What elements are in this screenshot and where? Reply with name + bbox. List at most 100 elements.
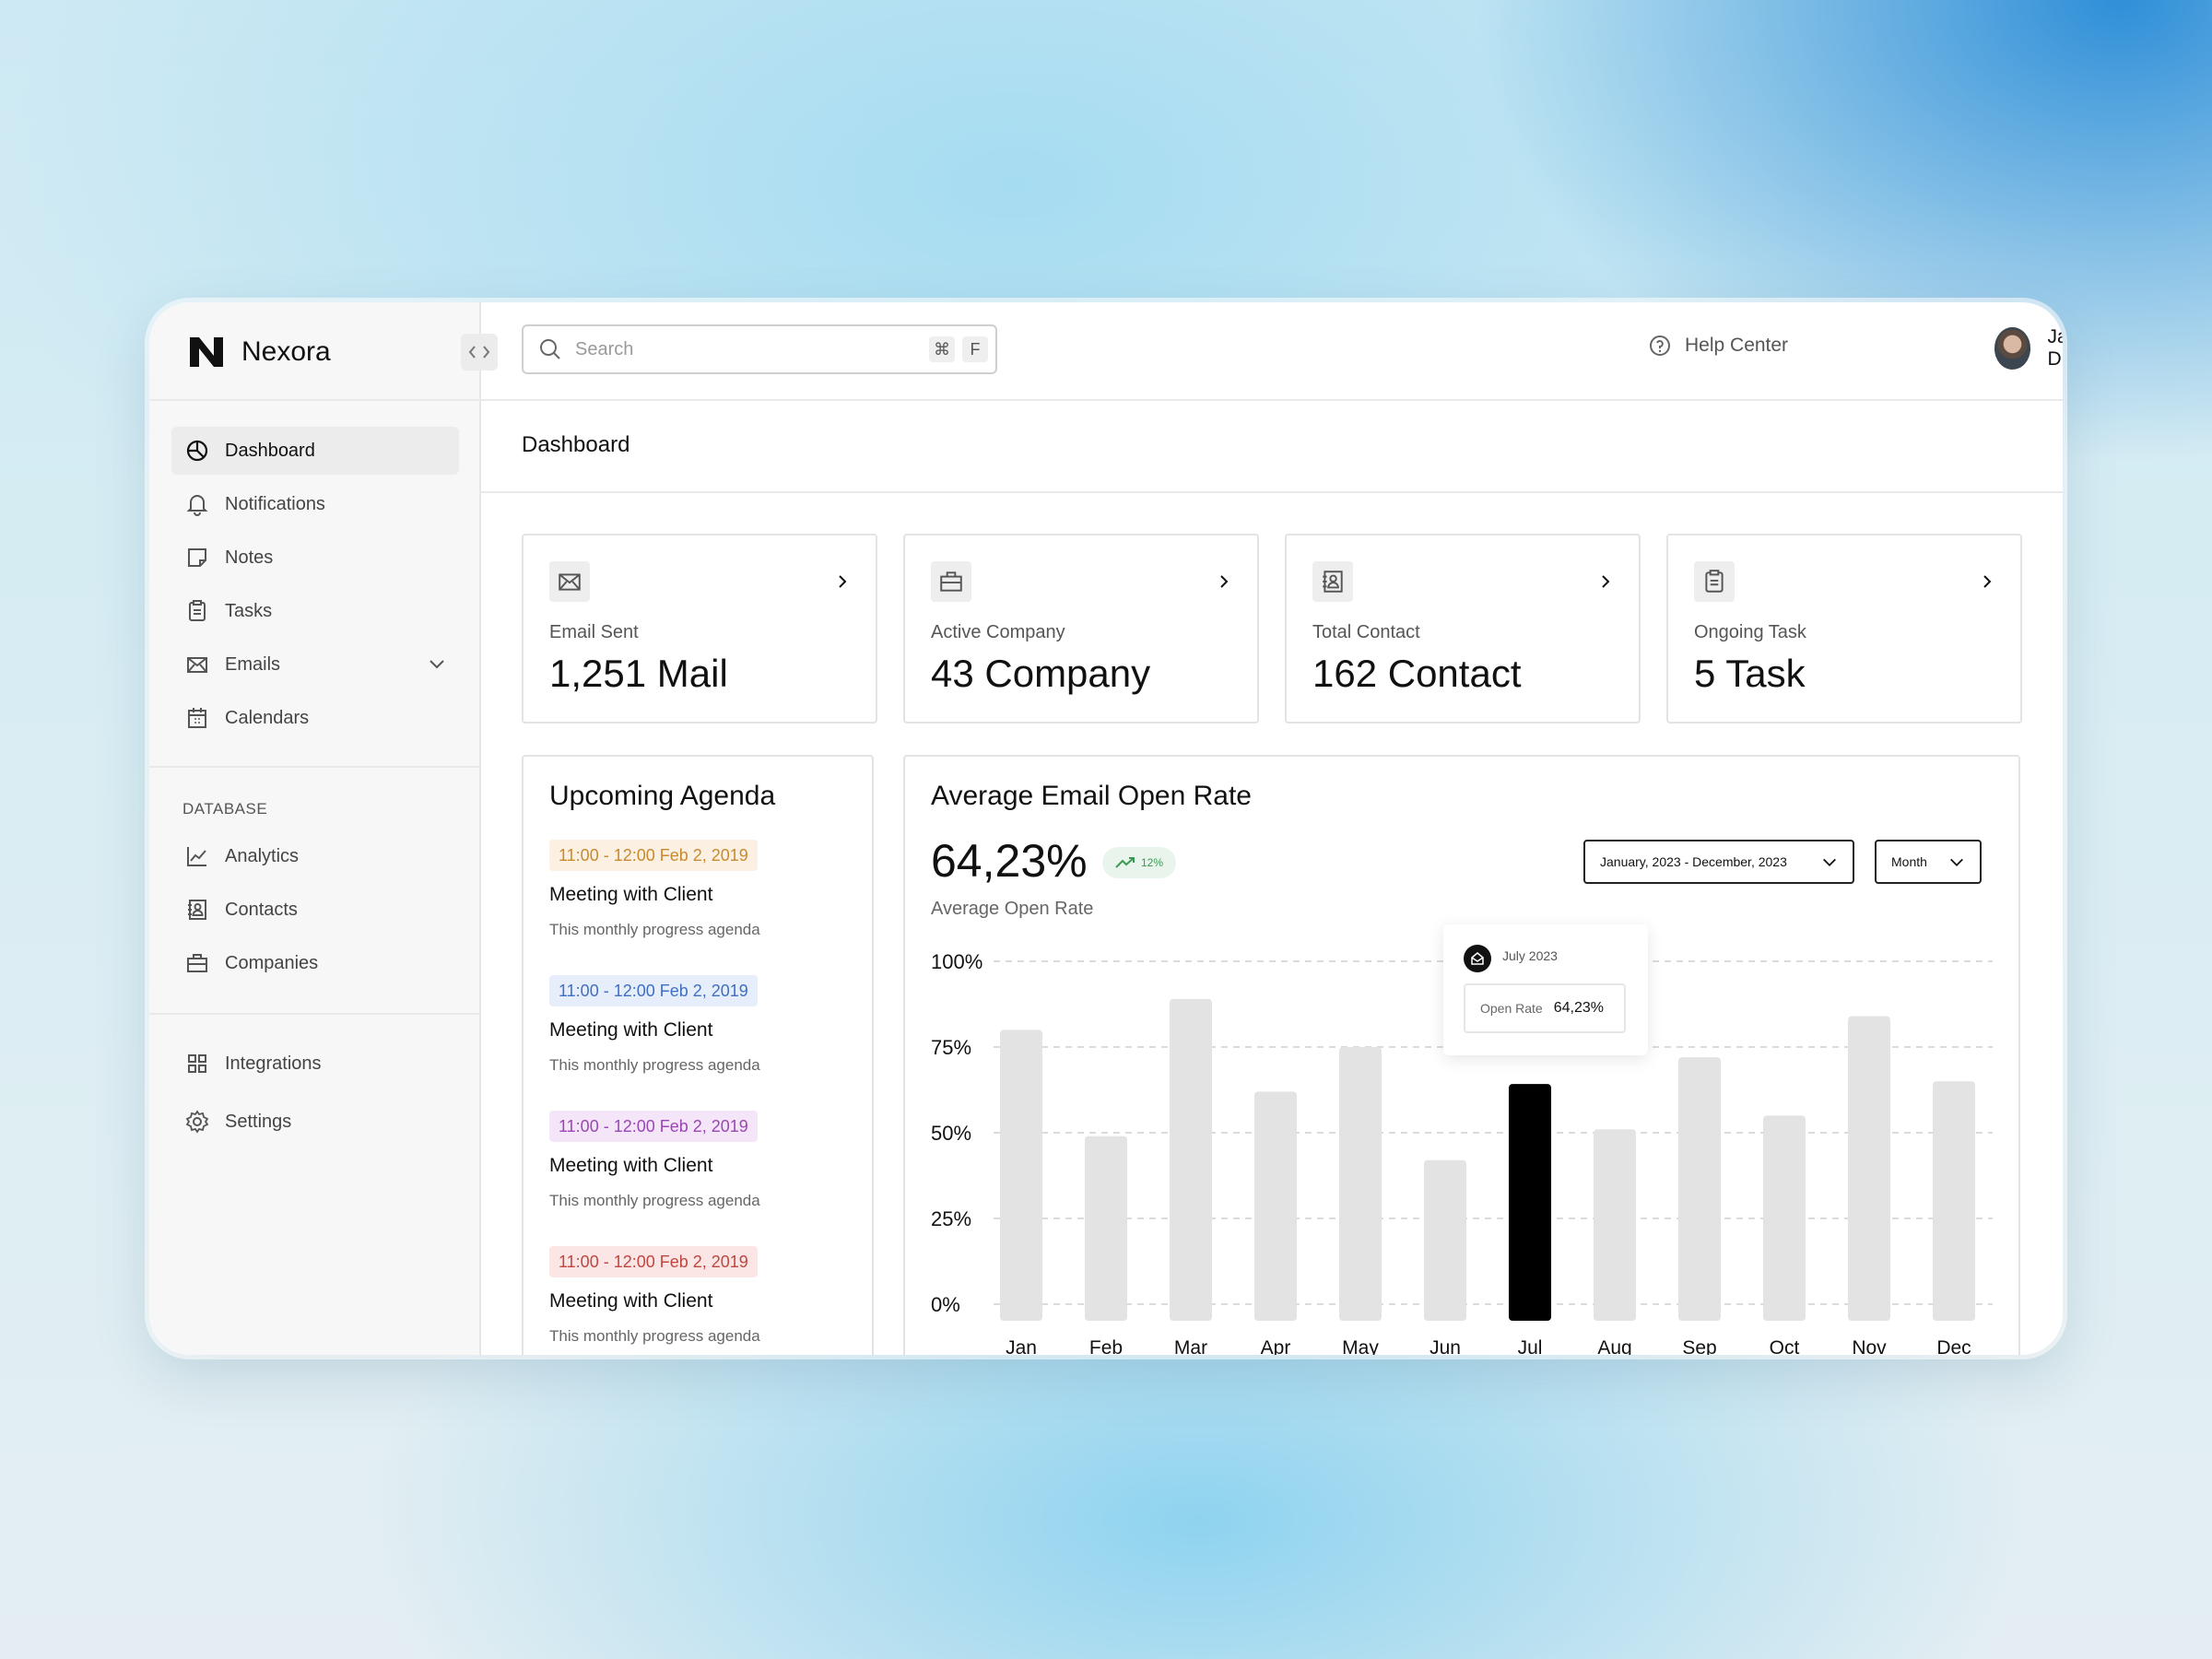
- code-chevrons-icon: [468, 346, 490, 359]
- chart-bar: [1594, 1129, 1636, 1321]
- agenda-item[interactable]: 11:00 - 12:00 Feb 2, 2019 Meeting with C…: [549, 840, 760, 939]
- sidebar-item-companies[interactable]: Companies: [171, 939, 459, 987]
- user-menu[interactable]: Javier. D: [1994, 326, 2063, 371]
- email-open-rate-panel: 100% 75% 50% 25% 0% Jan Feb Mar Apr May Jun Jul Aug S…: [903, 755, 2020, 1355]
- chevron-right-icon[interactable]: [1980, 574, 1994, 589]
- chevron-down-icon: [1823, 858, 1836, 866]
- sidebar-item-label: Settings: [225, 1111, 292, 1132]
- sidebar-item-label: Calendars: [225, 707, 310, 728]
- period-value: Month: [1891, 854, 1927, 869]
- chart-bar: [1085, 1135, 1127, 1321]
- chart-bar: [1933, 1081, 1975, 1321]
- bell-icon: [184, 491, 210, 517]
- chart-bar: [1000, 1030, 1042, 1321]
- date-range-dropdown[interactable]: January, 2023 - December, 2023: [1583, 840, 1854, 884]
- x-tick-label: Dec: [1936, 1337, 1971, 1355]
- chevron-right-icon[interactable]: [1598, 574, 1613, 589]
- sidebar-item-label: Tasks: [225, 600, 273, 621]
- period-dropdown[interactable]: Month: [1875, 840, 1982, 884]
- app-window: Nexora Dashboard Notifications Notes Tas…: [149, 302, 2063, 1355]
- y-tick-label: 75%: [931, 1036, 971, 1059]
- agenda-item[interactable]: 11:00 - 12:00 Feb 2, 2019 Meeting with C…: [549, 1246, 760, 1346]
- x-tick-label: Nov: [1852, 1337, 1887, 1355]
- sidebar-item-analytics[interactable]: Analytics: [171, 832, 459, 880]
- brand[interactable]: Nexora: [188, 334, 331, 371]
- sidebar-item-label: Dashboard: [225, 440, 315, 461]
- stat-value: 5 Task: [1694, 652, 1806, 695]
- x-tick-label: May: [1342, 1337, 1379, 1355]
- chart-bar: [1509, 1084, 1551, 1321]
- stat-value: 43 Company: [931, 652, 1151, 695]
- sidebar-item-emails[interactable]: Emails: [171, 641, 459, 688]
- sidebar-divider: [149, 766, 479, 768]
- y-tick-label: 100%: [931, 950, 982, 973]
- sidebar-item-integrations[interactable]: Integrations: [171, 1040, 459, 1088]
- agenda-item-subtitle: This monthly progress agenda: [549, 1056, 760, 1074]
- upcoming-agenda-panel: Upcoming Agenda 11:00 - 12:00 Feb 2, 201…: [522, 755, 874, 1355]
- sidebar-item-notes[interactable]: Notes: [171, 534, 459, 582]
- sidebar-item-label: Integrations: [225, 1053, 322, 1074]
- stat-card-total-contact[interactable]: Total Contact 162 Contact: [1285, 534, 1641, 724]
- x-tick-label: Sep: [1682, 1337, 1716, 1355]
- stat-label: Ongoing Task: [1694, 622, 1806, 642]
- sidebar-item-settings[interactable]: Settings: [171, 1098, 459, 1146]
- chart-bar: [1424, 1159, 1466, 1321]
- sidebar-section-label: DATABASE: [182, 800, 268, 818]
- bar-chart: 100% 75% 50% 25% 0% Jan Feb Mar Apr May Jun Jul Aug S…: [931, 950, 1993, 1355]
- sidebar-item-contacts[interactable]: Contacts: [171, 886, 459, 934]
- shortcut-key-f: F: [962, 336, 988, 362]
- tooltip-label: Open Rate: [1480, 1001, 1543, 1016]
- chart-bar: [1678, 1057, 1721, 1321]
- clipboard-icon: [184, 598, 210, 624]
- y-tick-label: 0%: [931, 1293, 960, 1316]
- agenda-item[interactable]: 11:00 - 12:00 Feb 2, 2019 Meeting with C…: [549, 975, 760, 1075]
- stat-card-ongoing-task[interactable]: Ongoing Task 5 Task: [1666, 534, 2022, 724]
- sidebar-item-label: Notifications: [225, 493, 325, 514]
- stat-label: Email Sent: [549, 622, 639, 642]
- note-icon: [184, 545, 210, 571]
- help-center-link[interactable]: Help Center: [1648, 334, 1788, 358]
- page-title-bar: Dashboard: [479, 401, 2063, 493]
- agenda-item-subtitle: This monthly progress agenda: [549, 921, 760, 938]
- agenda-item-title: Meeting with Client: [549, 1290, 713, 1312]
- search-input[interactable]: Search ⌘ F: [522, 324, 997, 374]
- sidebar-item-label: Analytics: [225, 845, 300, 866]
- agenda-item[interactable]: 11:00 - 12:00 Feb 2, 2019 Meeting with C…: [549, 1111, 760, 1210]
- chevron-right-icon[interactable]: [835, 574, 850, 589]
- sidebar-item-tasks[interactable]: Tasks: [171, 587, 459, 635]
- chart-bar: [1763, 1115, 1806, 1321]
- sidebar-item-calendars[interactable]: Calendars: [171, 694, 459, 742]
- stat-card-active-company[interactable]: Active Company 43 Company: [903, 534, 1259, 724]
- agenda-time-badge: 11:00 - 12:00 Feb 2, 2019: [549, 1246, 758, 1277]
- briefcase-icon: [931, 561, 971, 602]
- agenda-title: Upcoming Agenda: [549, 781, 776, 811]
- clipboard-icon: [1694, 561, 1735, 602]
- tooltip-month: July 2023: [1502, 948, 1558, 963]
- dashboard-icon: [184, 438, 210, 464]
- x-tick-label: Jun: [1430, 1337, 1461, 1355]
- agenda-time-badge: 11:00 - 12:00 Feb 2, 2019: [549, 840, 758, 871]
- chevron-down-icon: [429, 660, 444, 669]
- mail-open-icon: [1464, 945, 1491, 972]
- agenda-item-subtitle: This monthly progress agenda: [549, 1192, 760, 1209]
- collapse-sidebar-button[interactable]: [461, 334, 498, 371]
- brand-name: Nexora: [241, 336, 331, 367]
- chevron-down-icon: [1950, 858, 1963, 866]
- sidebar-item-dashboard[interactable]: Dashboard: [171, 427, 459, 475]
- chart-bar: [1848, 1016, 1890, 1321]
- stat-card-email-sent[interactable]: Email Sent 1,251 Mail: [522, 534, 877, 724]
- y-tick-label: 25%: [931, 1207, 971, 1230]
- sidebar-item-notifications[interactable]: Notifications: [171, 480, 459, 528]
- agenda-time-badge: 11:00 - 12:00 Feb 2, 2019: [549, 1111, 758, 1142]
- grid-icon: [184, 1051, 210, 1077]
- avatar: [1994, 327, 2031, 370]
- x-tick-label: Apr: [1261, 1337, 1291, 1355]
- sidebar-item-label: Notes: [225, 547, 274, 568]
- chart-panel-title: Average Email Open Rate: [931, 781, 1252, 811]
- open-rate-subtitle: Average Open Rate: [931, 899, 1094, 919]
- search-placeholder: Search: [575, 338, 634, 359]
- chevron-right-icon[interactable]: [1217, 574, 1231, 589]
- contacts-icon: [1312, 561, 1353, 602]
- sidebar-divider: [149, 399, 479, 401]
- tooltip-value-box: Open Rate 64,23%: [1464, 983, 1626, 1033]
